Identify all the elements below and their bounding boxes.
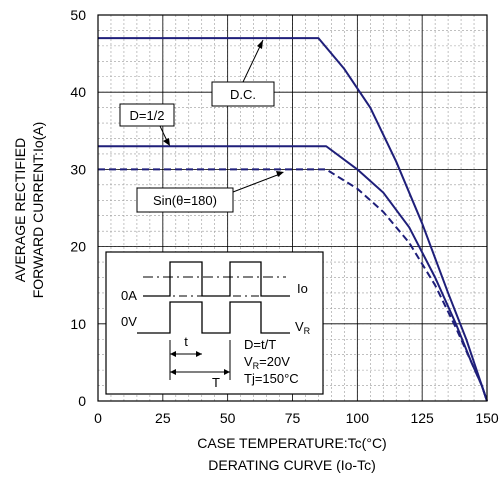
label-io: Io — [297, 281, 308, 296]
y-tick-label: 20 — [70, 239, 86, 255]
sin-arrowhead — [276, 171, 284, 177]
y-tick-label: 0 — [78, 393, 86, 409]
sin-arrow — [232, 173, 281, 193]
x-tick-label: 50 — [220, 410, 236, 426]
x-tick-label: 100 — [346, 410, 370, 426]
series-line-0 — [98, 37, 488, 402]
y-axis-ticks: 0 10 20 30 40 50 — [70, 7, 86, 409]
label-vr: VR — [295, 319, 311, 336]
half-duty-arrowhead — [163, 138, 170, 146]
plot-frame — [97, 14, 488, 402]
x-axis-label: CASE TEMPERATURE:Tc(°C) — [197, 435, 386, 451]
series-layer — [98, 37, 488, 402]
x-tick-label: 75 — [285, 410, 301, 426]
y-tick-label: 50 — [70, 7, 86, 23]
label-0a: 0A — [121, 288, 137, 303]
inset-frame — [105, 251, 324, 395]
x-tick-label: 150 — [475, 410, 499, 426]
label-period: T — [212, 375, 220, 390]
x-tick-label: 0 — [94, 410, 102, 426]
annotation-layer: D.C. D=1/2 Sin(θ=180) — [119, 39, 284, 213]
series-line-2 — [98, 168, 488, 402]
dc-label-box — [211, 81, 275, 107]
y-tick-label: 40 — [70, 84, 86, 100]
sin-label-box — [136, 187, 234, 213]
voltage-waveform — [137, 301, 290, 334]
dc-arrowhead — [257, 40, 263, 49]
dc-label: D.C. — [230, 87, 256, 102]
x-tick-label: 125 — [410, 410, 434, 426]
chart-subtitle: DERATING CURVE (Io-Tc) — [208, 457, 376, 473]
sin-label: Sin(θ=180) — [153, 193, 217, 208]
formula-vr: VR=20V — [244, 354, 290, 371]
waveform-inset: 0A 0V Io VR t T D=t/T VR=20V Tj=150°C — [105, 251, 324, 395]
label-0v: 0V — [121, 314, 137, 329]
half-duty-label: D=1/2 — [129, 108, 164, 123]
formula-tj: Tj=150°C — [244, 371, 299, 386]
y-axis-label-line2: FORWARD CURRENT:Io(A) — [30, 122, 46, 299]
y-tick-label: 30 — [70, 161, 86, 177]
label-t: t — [184, 334, 188, 349]
x-tick-label: 25 — [155, 410, 171, 426]
formula-duty: D=t/T — [244, 337, 276, 352]
half-duty-label-box — [119, 103, 175, 127]
y-axis-label-line1: AVERAGE RECTIFIED — [12, 138, 28, 282]
x-axis-ticks: 0 25 50 75 100 125 150 — [94, 410, 499, 426]
period-arrowheads — [170, 369, 230, 375]
y-tick-label: 10 — [70, 316, 86, 332]
